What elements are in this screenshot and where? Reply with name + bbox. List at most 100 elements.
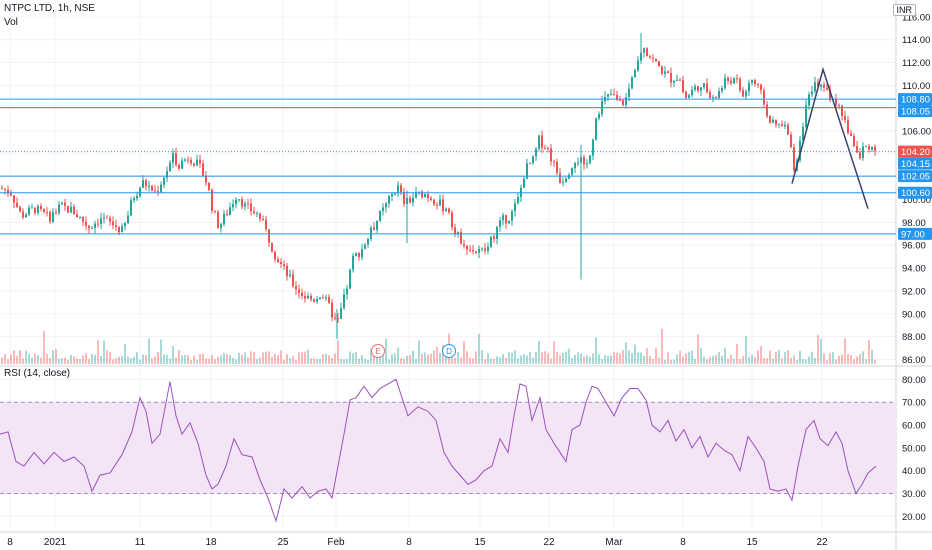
symbol-title[interactable]: NTPC LTD, 1h, NSE xyxy=(4,3,95,14)
volume-bar xyxy=(601,358,603,364)
candle-body xyxy=(376,220,378,230)
candle-body xyxy=(508,220,510,224)
volume-bar xyxy=(139,359,141,364)
candle-body xyxy=(709,92,711,99)
volume-bar xyxy=(424,352,426,364)
volume-bar xyxy=(589,356,591,364)
volume-bar xyxy=(247,357,249,364)
candle-body xyxy=(772,119,774,123)
volume-bar xyxy=(676,354,678,364)
volume-bar xyxy=(373,351,375,364)
volume-bar xyxy=(409,355,411,364)
volume-bar xyxy=(355,351,357,364)
volume-bar xyxy=(127,356,129,364)
candle-body xyxy=(730,80,732,84)
candle-body xyxy=(445,208,447,212)
volume-bar xyxy=(415,358,417,364)
volume-bar xyxy=(61,358,63,364)
volume-bar xyxy=(238,352,240,364)
candle-body xyxy=(322,297,324,299)
volume-bar xyxy=(517,358,519,364)
volume-label[interactable]: Vol xyxy=(4,17,18,28)
volume-bar xyxy=(274,353,276,364)
candle-body xyxy=(337,318,339,320)
candle-body xyxy=(46,212,48,214)
volume-bar xyxy=(514,350,516,364)
rsi-band xyxy=(0,401,896,494)
candle-body xyxy=(685,91,687,99)
candle-body xyxy=(157,191,159,193)
volume-bar xyxy=(559,355,561,364)
candle-body xyxy=(751,79,753,83)
candle-body xyxy=(421,191,423,198)
candle-body xyxy=(562,181,564,183)
candle-body xyxy=(193,163,195,166)
volume-bar xyxy=(760,346,762,364)
candle-body xyxy=(760,84,762,91)
volume-bar xyxy=(1,357,3,364)
volume-bar xyxy=(670,359,672,364)
price-tick-label: 88.00 xyxy=(902,332,926,343)
volume-bar xyxy=(40,357,42,364)
candle-body xyxy=(568,174,570,179)
volume-bar xyxy=(865,359,867,364)
event-marker: E xyxy=(371,344,385,358)
candle-body xyxy=(109,217,111,222)
candle-body xyxy=(289,274,291,277)
volume-bar xyxy=(844,338,846,364)
volume-bar xyxy=(172,345,174,364)
volume-bar xyxy=(862,351,864,364)
candle-body xyxy=(127,215,129,224)
candle-body xyxy=(550,148,552,162)
volume-bar xyxy=(388,359,390,364)
candle-body xyxy=(280,262,282,264)
candle-body xyxy=(181,160,183,169)
volume-bar xyxy=(685,353,687,364)
volume-bar xyxy=(580,353,582,364)
candle-body xyxy=(487,246,489,251)
volume-bar xyxy=(100,355,102,364)
volume-bar xyxy=(37,355,39,364)
candle-body xyxy=(724,78,726,89)
horizontal-levels[interactable] xyxy=(0,98,896,235)
time-axis[interactable]: 8 2021 11 18 25 Feb 8 15 22 Mar 8 15 22 xyxy=(7,537,828,548)
volume-bar xyxy=(535,351,537,364)
rsi-label[interactable]: RSI (14, close) xyxy=(4,368,71,379)
candle-body xyxy=(160,184,162,193)
candle-body xyxy=(382,207,384,211)
price-tag: 108.05 xyxy=(898,105,932,118)
rsi-axis[interactable]: 20.00 30.00 40.00 50.00 60.00 70.00 80.00 xyxy=(902,375,926,523)
candle-body xyxy=(271,242,273,252)
trend-line xyxy=(791,66,869,209)
volume-bar xyxy=(205,358,207,364)
volume-bar xyxy=(301,351,303,364)
volume-bar xyxy=(586,355,588,364)
volume-bar xyxy=(451,357,453,364)
volume-bar xyxy=(664,359,666,364)
candle-body xyxy=(310,295,312,300)
volume-bar xyxy=(478,333,480,364)
trend-lines[interactable] xyxy=(791,66,869,209)
candle-body xyxy=(472,249,474,252)
volume-bar xyxy=(361,354,363,364)
volume-bar xyxy=(823,353,825,364)
candle-body xyxy=(769,116,771,123)
candle-body xyxy=(682,80,684,92)
volume-bar xyxy=(58,358,60,364)
volume-bar xyxy=(799,350,801,364)
volume-bar xyxy=(721,356,723,364)
volume-bar xyxy=(181,355,183,364)
volume-bar xyxy=(73,356,75,364)
volume-bar xyxy=(115,358,117,364)
candle-body xyxy=(529,163,531,165)
candle-body xyxy=(31,207,33,209)
volume-bar xyxy=(553,341,555,364)
currency-badge[interactable]: INR xyxy=(892,4,916,16)
volume-bar xyxy=(262,352,264,364)
candle-body xyxy=(361,248,363,258)
event-marker-circle xyxy=(442,344,456,358)
candle-body xyxy=(868,146,870,150)
